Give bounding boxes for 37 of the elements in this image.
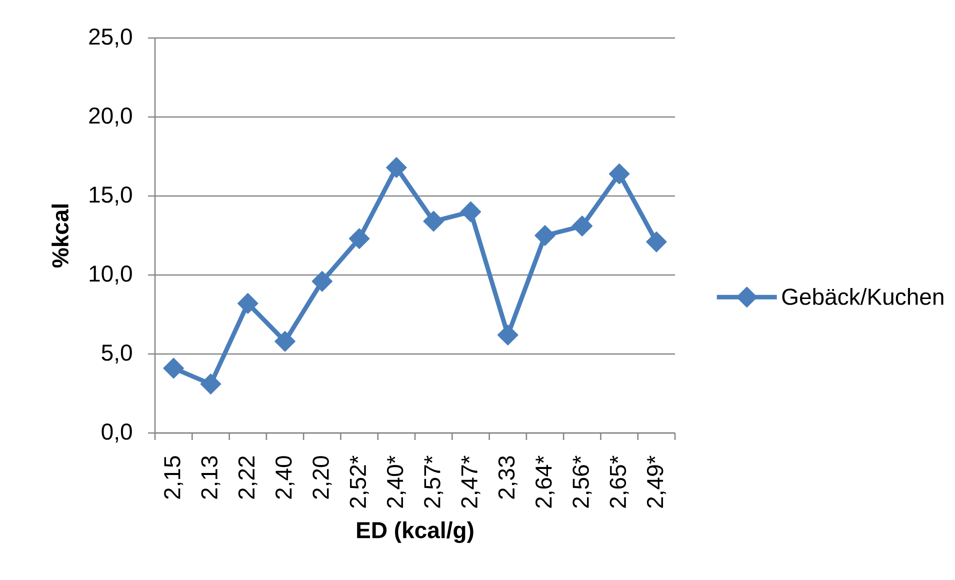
point [534,225,556,246]
point [312,270,333,292]
y-tick-label: 20,0 [89,107,132,126]
point [423,210,444,232]
x-tick-label: 2,40* [386,456,406,508]
x-tick-label: 2,15 [164,456,184,499]
x-tick-label: 2,65* [610,456,629,508]
legend-label: Gebäck/Kuchen [782,288,944,305]
point [200,374,222,394]
x-tick-label: 2,52* [350,456,369,508]
point [608,163,630,184]
x-tick-label: 2,13 [201,456,220,499]
point [646,231,667,252]
point [386,157,407,178]
x-tick-label: 2,49* [646,456,666,508]
point [163,358,184,379]
y-tick-label: 10,0 [90,265,132,284]
y-tick-label: 5,0 [102,344,132,364]
x-tick-label: 2,57* [424,456,444,508]
x-tick-label: 2,22 [238,456,258,499]
x-tick-label: 2,56* [572,456,592,508]
y-tick-label: 0,0 [102,423,132,442]
point [497,324,518,346]
y-tick-label: 25,0 [89,28,132,48]
x-axis-title: ED (kcal/g) [357,521,474,543]
x-tick-label: 2,20 [312,456,332,499]
x-tick-label: 2,33 [498,456,518,499]
point [348,228,370,250]
point [572,216,593,236]
point [237,293,258,314]
y-tick-label: 15,0 [90,186,132,206]
x-tick-label: 2,47* [461,456,480,508]
point [460,201,482,222]
x-tick-label: 2,40 [276,456,294,499]
x-tick-label: 2,64* [536,456,554,508]
point [274,330,296,352]
y-axis-title: %kcal [52,204,69,268]
